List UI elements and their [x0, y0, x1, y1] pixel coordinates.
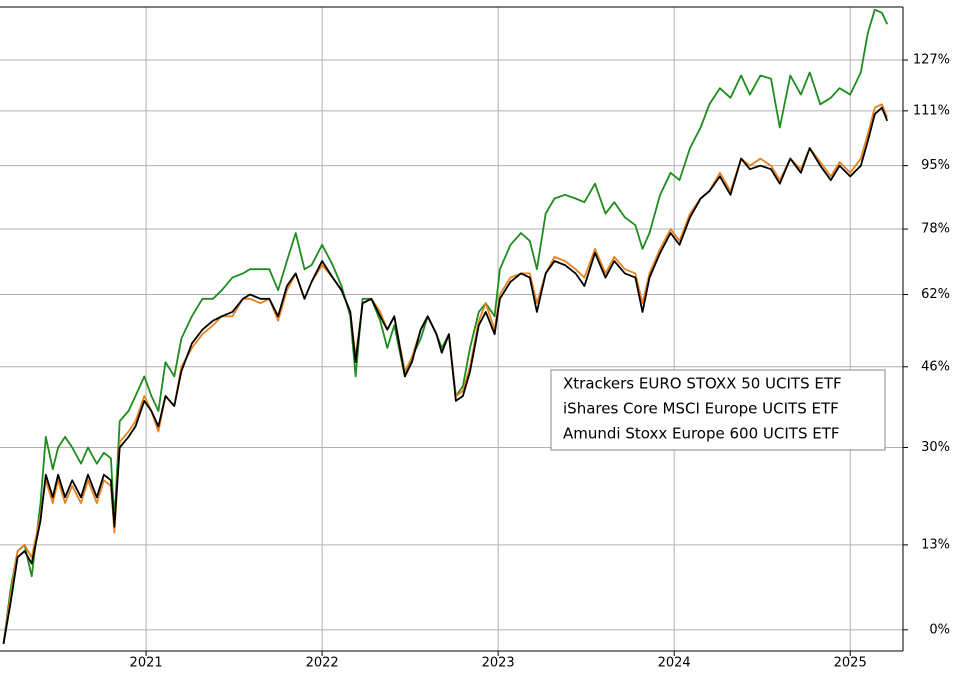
legend-entry: iShares Core MSCI Europe UCITS ETF	[563, 400, 839, 418]
legend-entry: Xtrackers EURO STOXX 50 UCITS ETF	[563, 375, 842, 393]
x-tick-label: 2023	[482, 656, 515, 671]
y-tick-label: 111%	[913, 103, 950, 118]
x-tick-label: 2021	[130, 656, 163, 671]
y-tick-label: 13%	[921, 537, 950, 552]
legend: Xtrackers EURO STOXX 50 UCITS ETF iShares…	[550, 369, 886, 451]
y-tick-label: 95%	[921, 158, 950, 173]
y-tick-label: 0%	[929, 622, 950, 637]
x-tick-label: 2025	[834, 656, 867, 671]
x-tick-label: 2022	[306, 656, 339, 671]
legend-box	[550, 369, 886, 451]
x-tick-label: 2024	[658, 656, 691, 671]
plot-area	[0, 7, 903, 651]
series-line	[2, 106, 889, 645]
y-tick-label: 62%	[921, 287, 950, 302]
y-tick-label: 30%	[921, 440, 950, 455]
series-line	[2, 8, 889, 645]
legend-entry: Amundi Stoxx Europe 600 UCITS ETF	[563, 425, 840, 443]
y-tick-label: 78%	[921, 222, 950, 237]
y-tick-label: 46%	[921, 359, 950, 374]
y-tick-label: 127%	[913, 53, 950, 68]
